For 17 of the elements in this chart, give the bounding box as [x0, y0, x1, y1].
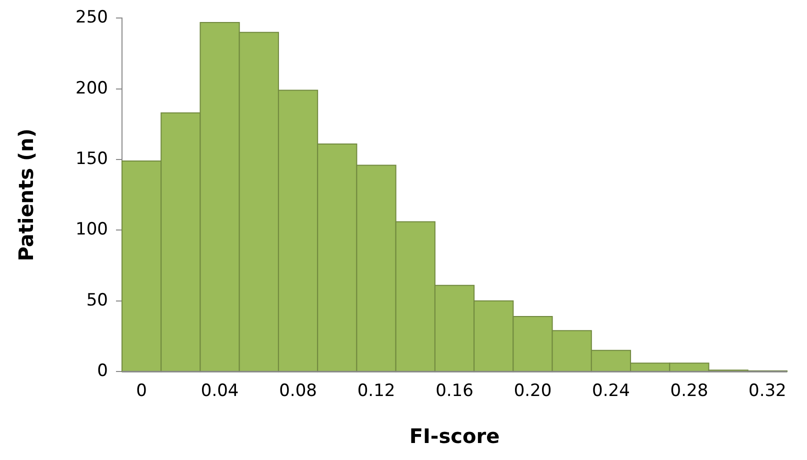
x-axis-title: FI-score — [409, 424, 500, 448]
y-tick-label: 200 — [76, 78, 108, 98]
y-tick-label: 100 — [76, 220, 108, 240]
x-tick-label: 0 — [136, 381, 147, 402]
x-tick-label: 0.08 — [279, 381, 317, 402]
x-tick-label: 0.32 — [748, 381, 786, 402]
y-axis-title: Patients (n) — [14, 128, 38, 262]
x-tick-label: 0.04 — [200, 381, 239, 402]
y-tick-label: 150 — [76, 148, 108, 169]
x-tick-label: 0.24 — [592, 381, 630, 402]
y-tick-label: 250 — [76, 8, 108, 28]
x-tick-label: 0.20 — [514, 381, 552, 402]
x-tick-label: 0.28 — [670, 381, 708, 402]
y-tick-label: 0 — [97, 361, 108, 382]
x-tick-label: 0.16 — [436, 381, 474, 402]
x-tick-label: 0.12 — [357, 381, 396, 402]
y-tick-label: 50 — [86, 290, 108, 310]
